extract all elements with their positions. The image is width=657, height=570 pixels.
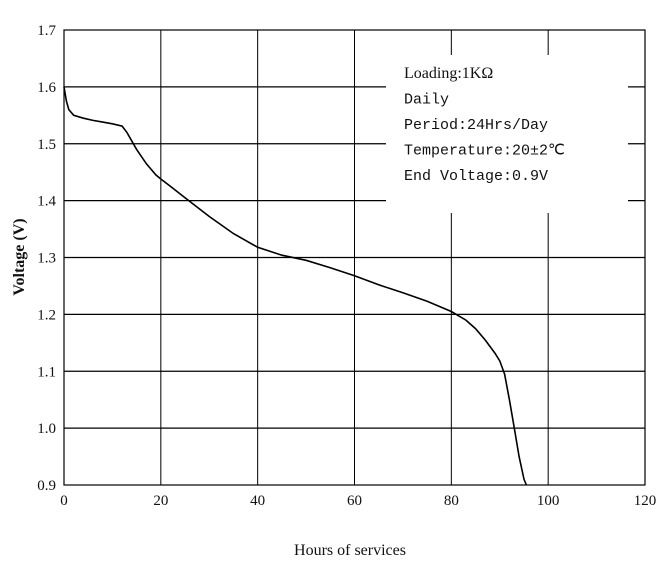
x-tick-label: 60 — [347, 493, 362, 509]
annotation-line: Period:24Hrs/Day — [404, 117, 548, 134]
y-tick-label: 1.5 — [37, 137, 56, 153]
y-tick-label: 1.1 — [37, 364, 56, 380]
x-tick-label: 80 — [444, 493, 459, 509]
plot-border — [63, 29, 646, 486]
y-tick-labels: 0.9 1.0 1.1 1.2 1.3 1.4 1.5 1.6 1.7 — [37, 23, 56, 494]
y-tick-label: 1.7 — [37, 23, 56, 39]
y-tick-label: 1.3 — [37, 251, 56, 267]
y-tick-label: 1.0 — [37, 421, 56, 437]
x-axis-label: Hours of services — [294, 542, 406, 559]
y-tick-label: 1.6 — [37, 80, 56, 96]
x-tick-label: 20 — [153, 493, 168, 509]
annotation-text: Loading:1KΩ Daily Period:24Hrs/Day Temperat… — [404, 65, 565, 185]
x-tick-label: 120 — [634, 493, 657, 509]
x-tick-label: 40 — [250, 493, 265, 509]
annotation-line: Loading:1KΩ — [404, 65, 493, 82]
annotation-line: Temperature:20±2℃ — [404, 143, 565, 160]
annotation-line: End Voltage:0.9V — [404, 168, 548, 185]
y-tick-label: 1.2 — [37, 307, 56, 323]
x-tick-label: 0 — [60, 493, 68, 509]
y-axis-label: Voltage (V) — [11, 218, 28, 295]
x-tick-label: 100 — [537, 493, 560, 509]
y-tick-label: 1.4 — [37, 194, 56, 210]
y-tick-label: 0.9 — [37, 478, 56, 494]
annotation-box — [386, 55, 628, 213]
x-tick-labels: 0 20 40 60 80 100 120 — [60, 493, 656, 509]
annotation-line: Daily — [404, 92, 449, 109]
series-line-voltage — [63, 86, 528, 486]
